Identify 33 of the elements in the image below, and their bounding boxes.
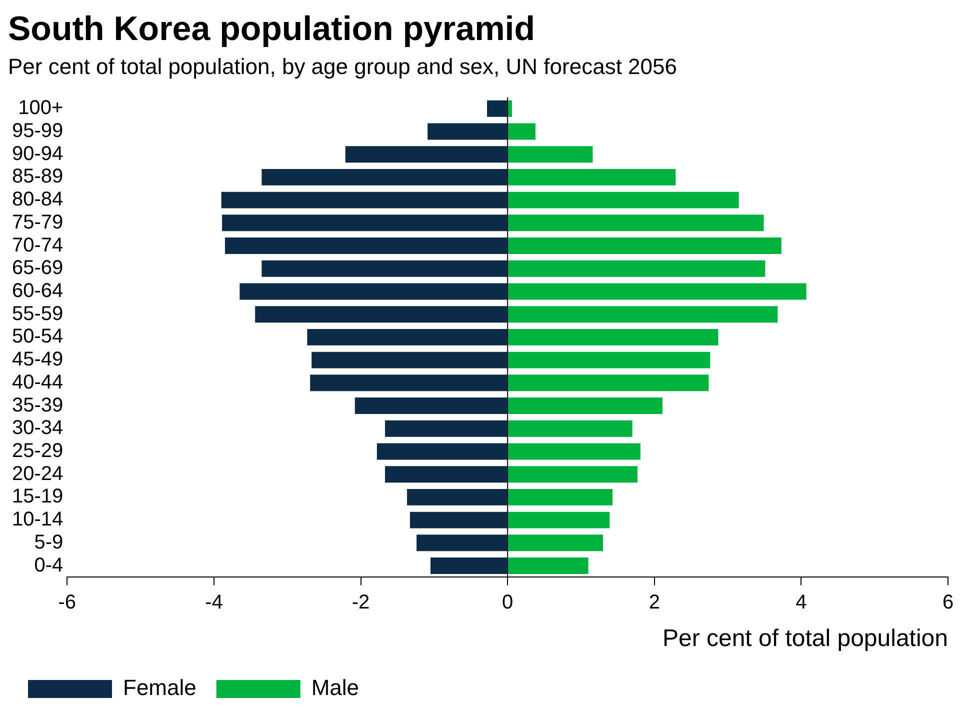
y-tick-label: 55-59 [12, 302, 64, 325]
y-tick-label: 95-99 [12, 120, 64, 142]
y-tick-label: 25-29 [12, 440, 64, 462]
x-tick-label: 6 [942, 592, 954, 614]
y-tick-label: 15-19 [12, 486, 64, 508]
y-tick-label: 60-64 [12, 280, 64, 302]
chart-title: South Korea population pyramid [8, 10, 536, 48]
y-tick-label: 40-44 [12, 371, 64, 394]
y-tick-label: 45-49 [12, 348, 64, 371]
y-tick-label: 50-54 [12, 326, 64, 348]
x-tick-label: -6 [58, 592, 76, 614]
y-tick-label: 70-74 [12, 234, 64, 256]
x-tick-label: 4 [796, 592, 807, 614]
chart-subtitle: Per cent of total population, by age group and sex, UN forecast 2056 [8, 54, 677, 80]
y-tick-label: 5-9 [34, 531, 64, 554]
y-tick-label: 20-24 [12, 462, 64, 485]
y-tick-label: 85-89 [12, 166, 64, 188]
y-tick-label: 10-14 [12, 508, 64, 531]
y-tick-label: 30-34 [12, 417, 64, 440]
x-axis-title: Per cent of total population [662, 625, 948, 652]
legend-label: Male [311, 675, 360, 700]
x-tick-label: -2 [352, 592, 370, 614]
y-tick-label: 65-69 [12, 257, 64, 280]
y-tick-label: 35-39 [12, 394, 64, 416]
y-tick-label: 100+ [18, 97, 64, 120]
x-tick-label: 0 [502, 592, 514, 614]
y-tick-label: 0-4 [34, 554, 64, 576]
legend-label: Female [123, 675, 196, 700]
y-tick-label: 90-94 [12, 142, 64, 165]
x-tick-label: -4 [205, 592, 223, 614]
y-tick-label: 75-79 [12, 211, 64, 234]
y-tick-label: 80-84 [12, 188, 64, 211]
x-tick-label: 2 [648, 592, 660, 614]
